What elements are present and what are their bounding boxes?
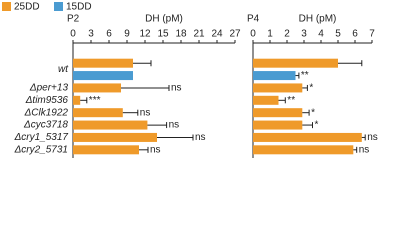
significance-label: **: [301, 70, 309, 81]
significance-label: ns: [195, 132, 206, 143]
bar: [253, 71, 296, 81]
bar: [73, 95, 81, 105]
x-tick-label: 27: [229, 29, 241, 40]
significance-label: ns: [171, 83, 182, 94]
panel-title: P2: [67, 14, 80, 25]
x-tick-label: 15: [157, 29, 169, 40]
bar: [253, 120, 303, 130]
x-tick-label: 3: [88, 29, 94, 40]
x-tick-label: 24: [211, 29, 223, 40]
x-tick-label: 6: [352, 29, 358, 40]
category-label: Δcry1_5317: [14, 132, 69, 143]
x-tick-label: 21: [193, 29, 205, 40]
legend-label: 15DD: [66, 2, 92, 13]
bar: [73, 108, 123, 118]
significance-label: ***: [89, 95, 101, 106]
bar: [73, 132, 157, 142]
category-label: wt: [58, 64, 69, 75]
x-tick-label: 18: [175, 29, 187, 40]
x-tick-label: 2: [284, 29, 290, 40]
bar: [253, 83, 303, 93]
panel-title: P4: [247, 14, 260, 25]
legend-label: 25DD: [14, 2, 40, 13]
bar: [253, 132, 362, 142]
significance-label: *: [315, 120, 319, 131]
significance-label: ns: [359, 144, 370, 155]
x-axis-label: DH (pM): [145, 14, 183, 25]
x-tick-label: 1: [267, 29, 273, 40]
x-tick-label: 3: [301, 29, 307, 40]
legend-swatch: [54, 2, 63, 11]
x-tick-label: 4: [318, 29, 324, 40]
category-label: ΔClk1922: [24, 107, 69, 118]
bar: [73, 120, 148, 130]
legend-swatch: [2, 2, 11, 11]
bar: [253, 108, 303, 118]
x-tick-label: 5: [335, 29, 341, 40]
category-label: Δtim9536: [25, 95, 69, 106]
bar: [73, 58, 133, 68]
category-label: Δcyc3718: [23, 120, 68, 131]
significance-label: ns: [150, 144, 161, 155]
x-tick-label: 12: [139, 29, 151, 40]
significance-label: ns: [367, 132, 378, 143]
x-tick-label: 9: [124, 29, 130, 40]
significance-label: ns: [140, 107, 151, 118]
significance-label: **: [287, 95, 295, 106]
bar: [253, 58, 338, 68]
significance-label: ns: [169, 120, 180, 131]
bar: [253, 145, 354, 155]
x-tick-label: 0: [70, 29, 76, 40]
significance-label: *: [309, 83, 313, 94]
x-tick-label: 6: [106, 29, 112, 40]
bar: [73, 71, 133, 81]
bar: [253, 95, 279, 105]
x-tick-label: 0: [250, 29, 256, 40]
category-label: Δcry2_5731: [14, 144, 68, 155]
category-label: Δper+13: [29, 83, 69, 94]
x-tick-label: 7: [369, 29, 375, 40]
x-axis-label: DH (pM): [299, 14, 337, 25]
bar: [73, 83, 121, 93]
significance-label: *: [311, 107, 315, 118]
bar: [73, 145, 139, 155]
